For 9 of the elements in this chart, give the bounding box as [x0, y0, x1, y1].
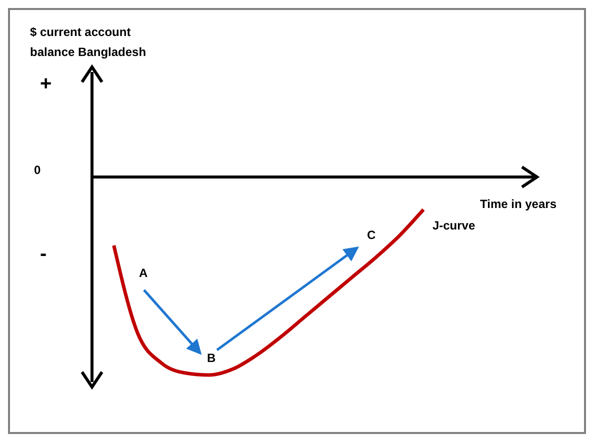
- x-axis-title: Time in years: [480, 197, 557, 211]
- annotation: B: [207, 351, 216, 365]
- series-label: J-curve: [432, 218, 476, 232]
- text: -: [40, 243, 47, 265]
- text: +: [40, 73, 52, 95]
- annotation: A: [139, 266, 148, 280]
- annotation: C: [367, 228, 376, 242]
- text: 0: [34, 163, 41, 177]
- text: $ current account balance Bangladesh: [30, 24, 148, 61]
